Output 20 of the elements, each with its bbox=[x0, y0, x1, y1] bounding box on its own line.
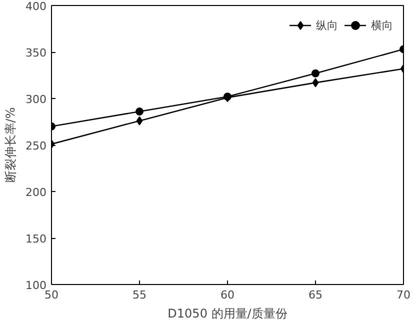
point bbox=[312, 78, 319, 88]
y-tick-label: 350 bbox=[26, 46, 47, 60]
x-tick-label: 55 bbox=[132, 288, 146, 302]
y-tick-label: 100 bbox=[26, 279, 47, 292]
x-tick-label: 60 bbox=[220, 288, 234, 302]
legend-label: 纵向 bbox=[316, 18, 338, 32]
point bbox=[312, 69, 320, 78]
legend-label: 横向 bbox=[371, 18, 393, 32]
x-axis-title: D1050 的用量/质量份 bbox=[168, 306, 288, 320]
x-tick-label: 65 bbox=[308, 288, 322, 302]
x-tick-label: 50 bbox=[44, 288, 58, 302]
y-tick-label: 300 bbox=[26, 93, 47, 106]
y-axis-title: 断裂伸长率/% bbox=[4, 107, 18, 183]
point bbox=[136, 108, 144, 116]
y-tick-label: 250 bbox=[26, 140, 47, 152]
y-tick-label: 200 bbox=[26, 186, 47, 199]
y-tick-label: 400 bbox=[26, 0, 47, 13]
x-tick-label: 70 bbox=[396, 288, 410, 302]
y-tick-label: 150 bbox=[26, 232, 47, 246]
point bbox=[136, 116, 143, 126]
